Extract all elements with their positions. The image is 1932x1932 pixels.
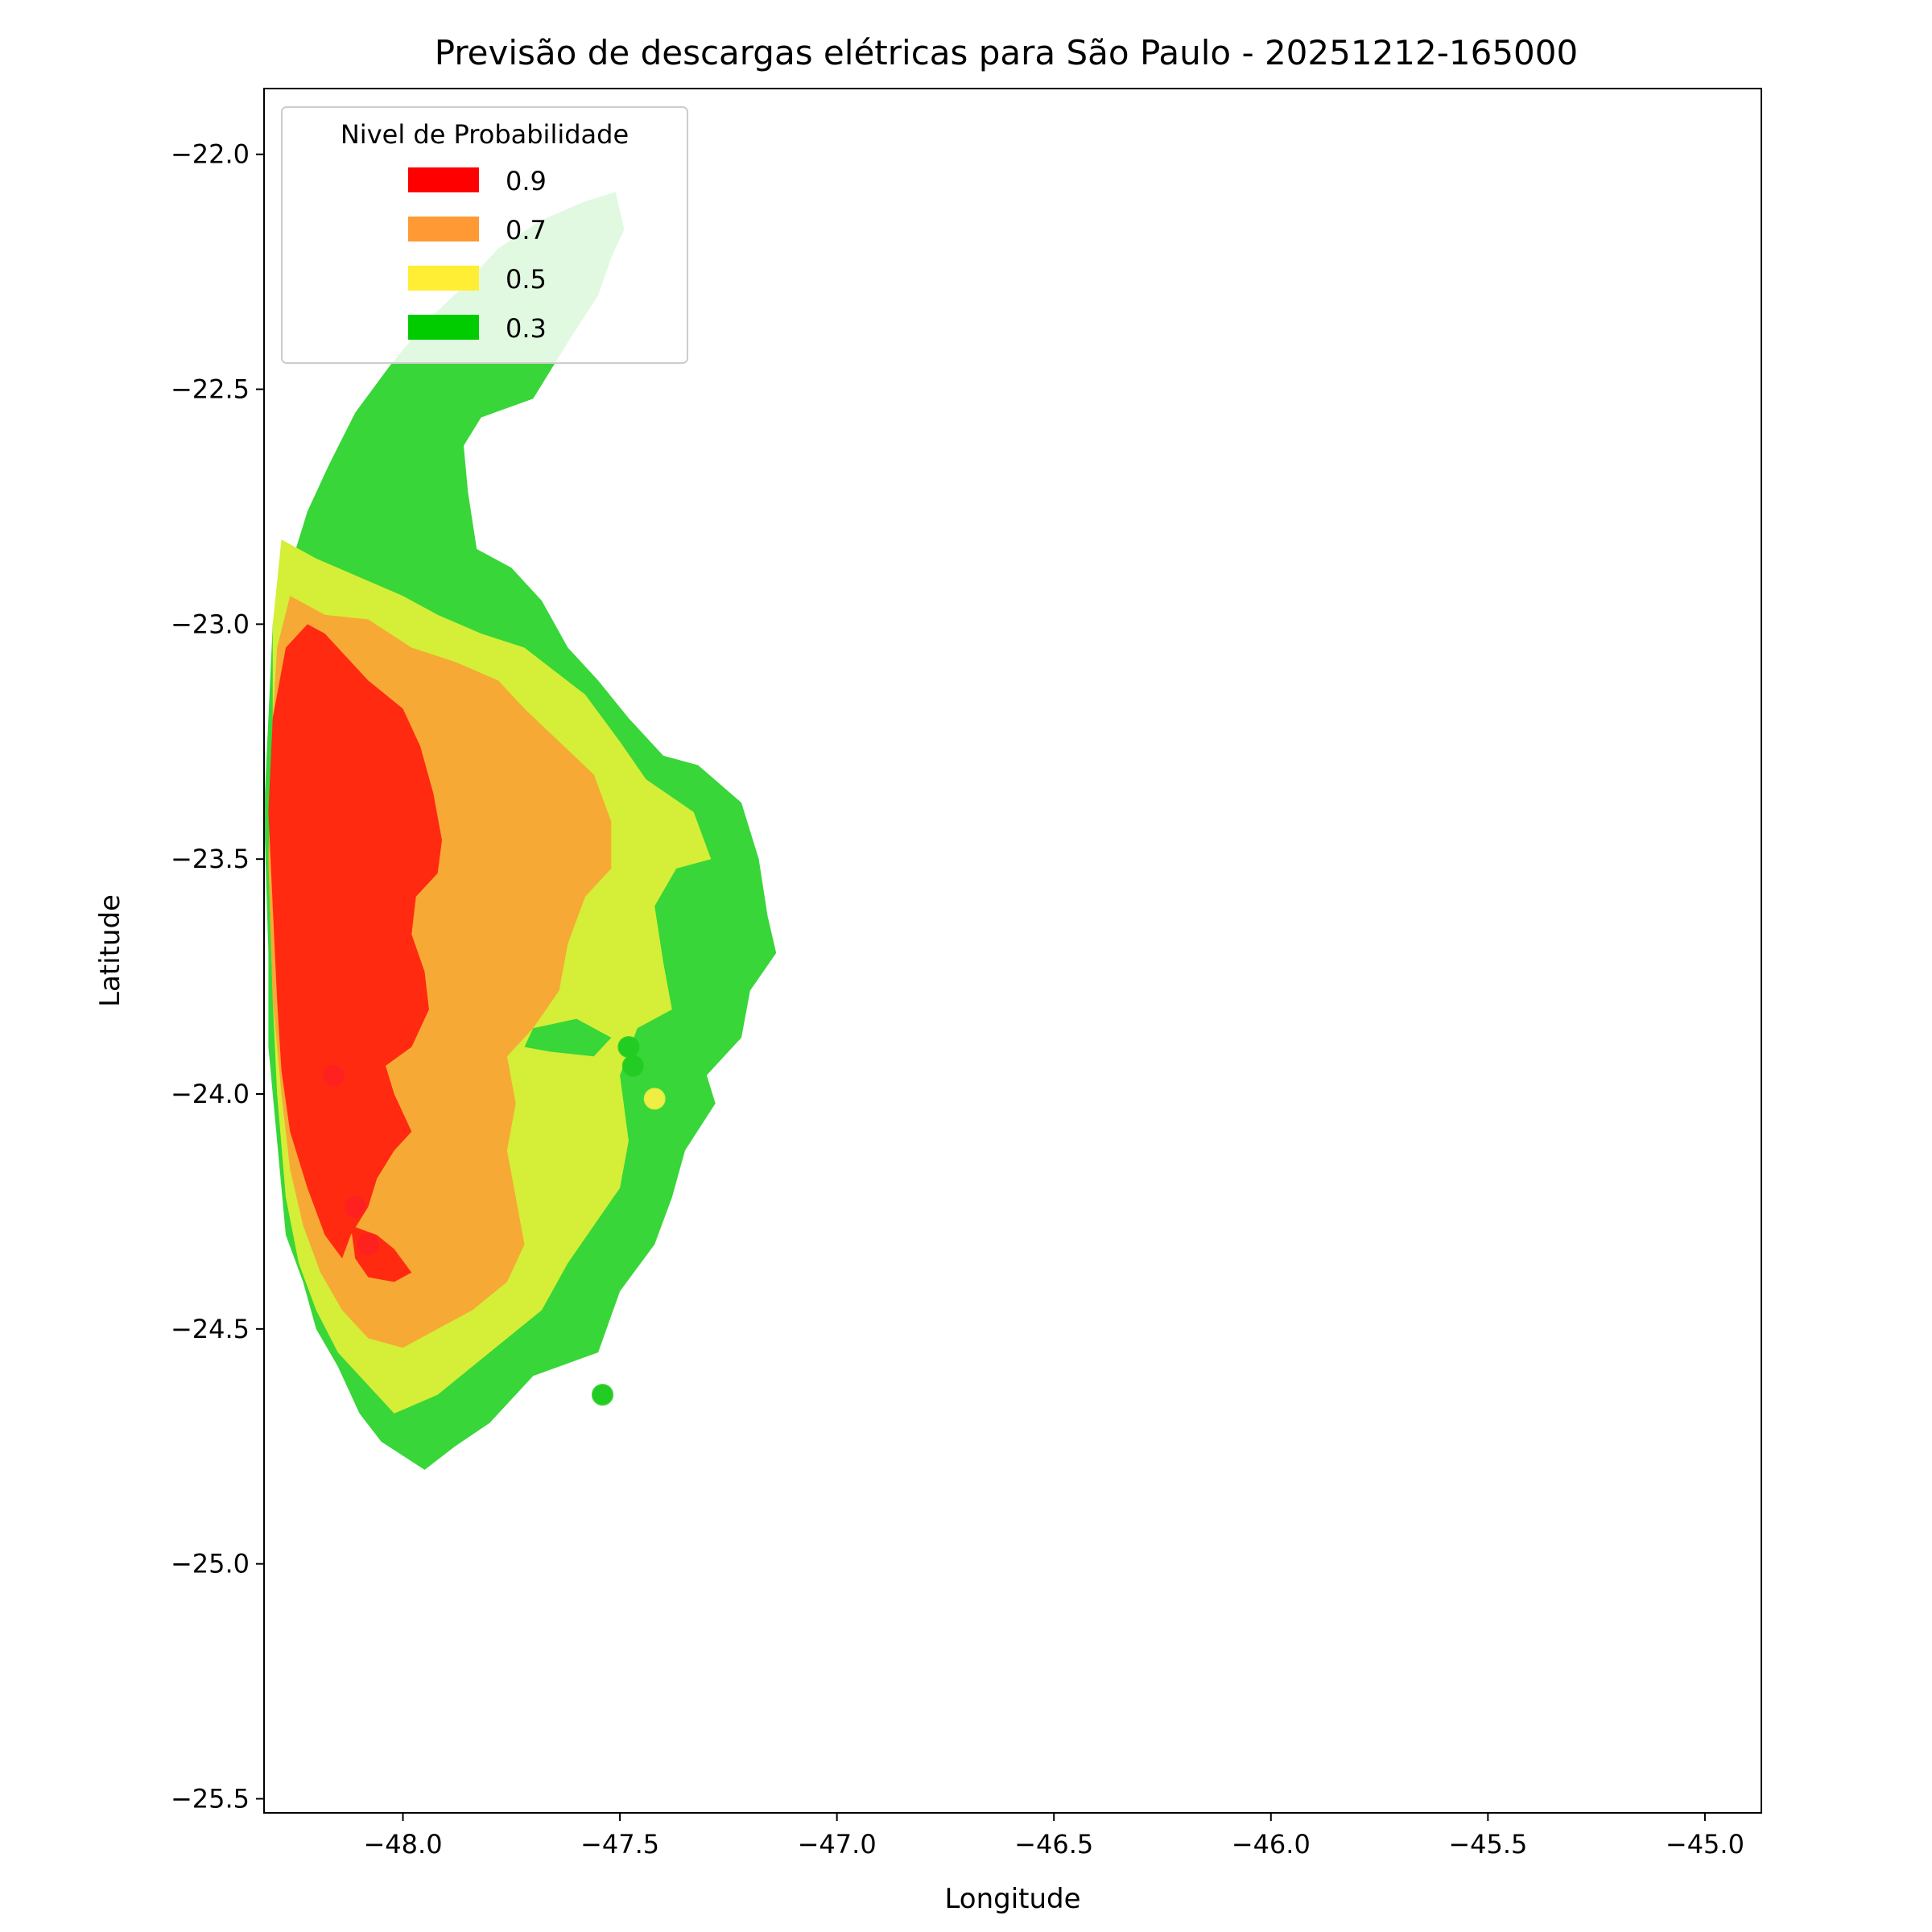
- probability-region-0-3-5: [524, 1018, 612, 1057]
- probability-point-5: [643, 1088, 666, 1110]
- chart-title: Previsão de descargas elétricas para São…: [435, 33, 1578, 72]
- probability-points: [322, 1036, 666, 1406]
- x-tick-label: −48.0: [363, 1829, 442, 1860]
- probability-regions: [264, 192, 777, 1470]
- probability-point-0: [322, 1064, 345, 1087]
- legend-label-0-5: 0.5: [506, 264, 547, 295]
- y-tick-label: −25.0: [171, 1549, 250, 1579]
- y-tick-label: −22.5: [171, 374, 250, 405]
- probability-point-3: [617, 1036, 640, 1059]
- probability-point-6: [592, 1384, 613, 1406]
- y-tick-label: −23.0: [171, 609, 250, 639]
- plot-frame: [263, 88, 1762, 1814]
- legend-label-0-3: 0.3: [506, 313, 547, 344]
- legend-box: [281, 106, 688, 364]
- y-tick-label: −25.5: [171, 1783, 250, 1814]
- y-axis-label: Latitude: [94, 894, 126, 1007]
- probability-point-2: [357, 1233, 379, 1256]
- legend-swatch-0-3: [408, 315, 479, 340]
- legend-title: Nivel de Probabilidade: [341, 119, 629, 150]
- y-tick-label: −22.0: [171, 139, 250, 170]
- x-tick-label: −45.0: [1666, 1829, 1744, 1860]
- legend: Nivel de Probabilidade 0.9 0.7 0.5 0.3: [281, 106, 688, 364]
- x-tick-label: −47.0: [798, 1829, 877, 1860]
- legend-swatch-0-9: [408, 167, 479, 192]
- probability-point-4: [621, 1055, 644, 1077]
- y-tick-label: −24.0: [171, 1079, 250, 1109]
- probability-point-1: [344, 1195, 366, 1218]
- x-axis: −48.0 −47.5 −47.0 −46.5 −46.0 −45.5 −45.0: [363, 1813, 1744, 1860]
- legend-label-0-7: 0.7: [506, 215, 547, 246]
- probability-region-0-9-3: [268, 624, 442, 1259]
- x-axis-label: Longitude: [944, 1883, 1080, 1915]
- x-tick-label: −47.5: [580, 1829, 659, 1860]
- x-tick-label: −45.5: [1448, 1829, 1527, 1860]
- legend-swatch-0-5: [408, 266, 479, 291]
- y-tick-label: −24.5: [171, 1314, 250, 1344]
- y-axis: −22.0 −22.5 −23.0 −23.5 −24.0 −24.5 −25.0 −25.5: [171, 139, 264, 1814]
- y-tick-label: −23.5: [171, 844, 250, 874]
- x-tick-label: −46.5: [1014, 1829, 1093, 1860]
- legend-swatch-0-7: [408, 217, 479, 242]
- legend-label-0-9: 0.9: [506, 166, 547, 196]
- x-tick-label: −46.0: [1232, 1829, 1311, 1860]
